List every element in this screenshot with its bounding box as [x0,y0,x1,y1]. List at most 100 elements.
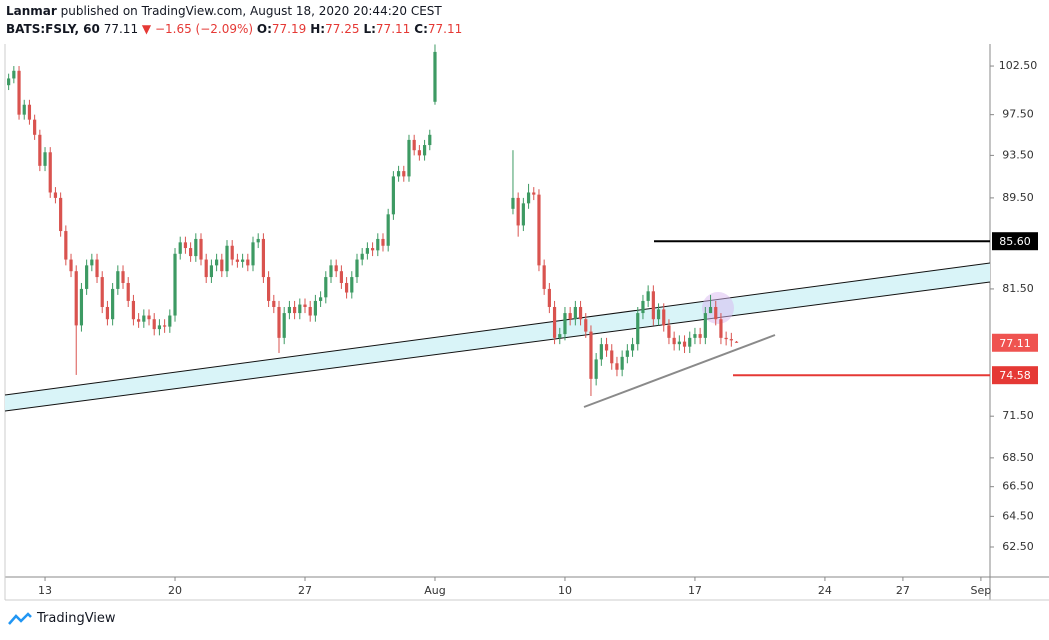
candle-body [261,238,266,278]
candle-body [714,306,718,320]
channel-fill [5,263,990,411]
candle-body [272,300,276,307]
channel-line [4,281,991,412]
candle-body [178,242,182,254]
candle-body [251,242,255,266]
candle-body [27,104,32,120]
candle-body [360,253,364,260]
candle-body [428,134,432,146]
candle-body [246,259,250,266]
candle-body [636,313,640,345]
candle-body [43,152,47,166]
candle-body [537,194,541,266]
ohlc: O:77.19 H:77.25 L:77.11 C:77.11 [257,22,466,36]
candle-body [256,238,260,243]
candle-body [116,271,120,289]
candle-body [433,51,437,102]
candle-body [589,331,593,379]
candle-body [350,277,354,293]
x-tick-label: 10 [558,584,572,597]
y-tick-label: 89.50 [1002,191,1034,204]
candle-body [407,139,411,177]
candle-body [417,150,421,156]
candle-body [422,145,427,156]
candle-body [100,277,104,307]
candle-body [641,300,645,314]
x-tick-label: 17 [688,584,702,597]
candle-body [599,344,603,360]
candle-body [339,271,343,283]
x-tick-label: 27 [298,584,312,597]
candle-body [563,313,567,335]
candle-body [391,176,395,215]
candle-body [64,231,68,260]
candle-body [604,344,609,351]
candle-body [724,337,728,340]
level-label: 74.58 [999,369,1031,382]
ohlc-value: 77.25 [325,22,360,36]
candle-body [329,265,333,278]
candle-body [402,171,406,177]
candle-body [532,192,536,195]
candle-body [292,306,297,314]
candle-body [344,282,349,293]
candle-body [584,319,588,332]
candle-body [209,265,214,278]
candle-body [698,334,702,338]
logo [8,611,32,625]
candle-body [173,253,177,316]
candle-body [365,248,369,254]
candle-body [412,139,416,151]
candle-body [12,70,16,79]
change: ▼ −1.65 (−2.09%) [141,22,254,36]
candle-body [376,238,380,251]
candle-body [547,288,551,307]
x-tick-label: Aug [424,584,445,597]
candle-body [370,248,375,251]
candle-body [516,197,520,226]
candle-body [137,319,141,322]
candle-body [90,259,94,266]
candle-body [38,134,42,166]
candle-body [69,259,73,272]
last: 77.11 [103,22,139,36]
candle-body [672,337,676,345]
candle-body [630,344,635,351]
level-tag [992,366,1038,385]
level-label: 85.60 [999,235,1031,248]
candle-body [578,306,583,320]
candle-body [220,259,224,272]
candle-body [189,248,193,257]
candle-body [656,309,661,320]
candle-body [48,152,52,193]
publish-line: Lanmar published on TradingView.com, Aug… [6,4,442,18]
candle-body [594,359,598,379]
x-tick-label: 13 [38,584,52,597]
brand: TradingView [37,611,116,626]
candle-body [163,325,167,327]
candle-body [183,242,188,249]
last-price-tag [992,333,1038,352]
candle-body [298,304,302,314]
y-tick-label: 81.50 [1002,282,1034,295]
candle-body [111,288,115,320]
candle-body [651,291,655,320]
y-tick-label: 68.50 [1002,451,1034,464]
candle-body [693,334,697,338]
candle-body [204,259,208,278]
candle-body [708,306,713,314]
candle-body [719,319,723,338]
candle-body [381,238,385,246]
y-tick-label: 102.50 [999,59,1038,72]
last-price-label: 77.11 [999,337,1031,350]
y-tick-label: 97.50 [1002,108,1034,121]
candle-body [729,339,733,341]
candle-body [682,341,687,347]
candle-body [230,245,234,260]
candle-body [53,192,58,198]
candle-body [386,214,390,246]
candle-body [7,78,11,86]
candle-body [610,350,614,364]
candle-body [620,356,624,370]
candle-body [85,265,89,289]
